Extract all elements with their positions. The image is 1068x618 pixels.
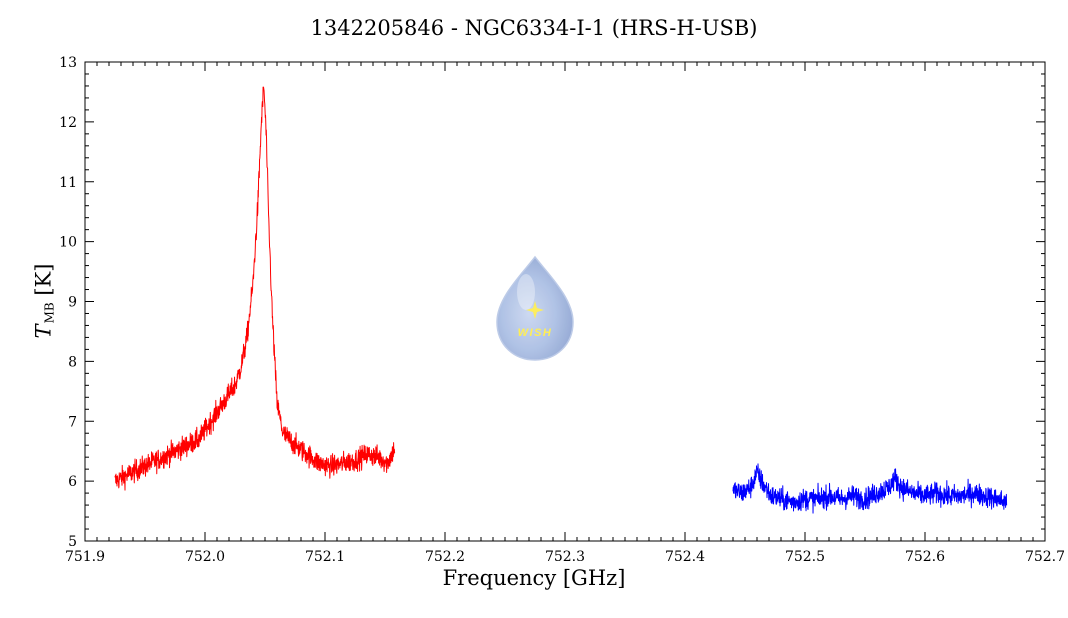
- x-tick-label: 752.3: [545, 549, 585, 565]
- series-2: [732, 463, 1008, 514]
- x-tick-label: 752.0: [185, 549, 225, 565]
- x-tick-label: 752.1: [305, 549, 345, 565]
- x-tick-label: 752.6: [905, 549, 945, 565]
- x-tick-label: 752.5: [785, 549, 825, 565]
- x-axis-label: Frequency [GHz]: [442, 566, 626, 590]
- x-tick-label: 752.4: [665, 549, 705, 565]
- wish-logo: WISH: [496, 255, 574, 361]
- y-tick-label: 13: [59, 55, 77, 71]
- wish-logo-highlight: [517, 274, 535, 310]
- series-1: [114, 86, 396, 491]
- y-tick-label: 10: [59, 235, 77, 251]
- x-tick-label: 751.9: [65, 549, 105, 565]
- x-tick-label: 752.2: [425, 549, 465, 565]
- wish-logo-text: WISH: [518, 327, 553, 339]
- chart-title: 1342205846 - NGC6334-I-1 (HRS-H-USB): [310, 16, 758, 40]
- tick-labels: 751.9 752.0 752.1 752.2 752.3 752.4 752.5 752.6…: [59, 55, 1065, 565]
- y-tick-label: 7: [68, 414, 77, 430]
- y-tick-label: 11: [59, 175, 77, 191]
- y-tick-label: 12: [59, 115, 77, 131]
- series-2-line: [732, 463, 1008, 514]
- y-tick-label: 5: [68, 534, 77, 550]
- series-layer: [114, 86, 1008, 514]
- y-tick-label: 6: [68, 474, 77, 490]
- y-tick-label: 8: [68, 354, 77, 370]
- wish-logo-star: [526, 301, 544, 319]
- series-1-line: [114, 86, 396, 491]
- y-tick-label: 9: [68, 295, 77, 311]
- plot-frame: [84, 61, 1046, 542]
- x-tick-label: 752.7: [1025, 549, 1065, 565]
